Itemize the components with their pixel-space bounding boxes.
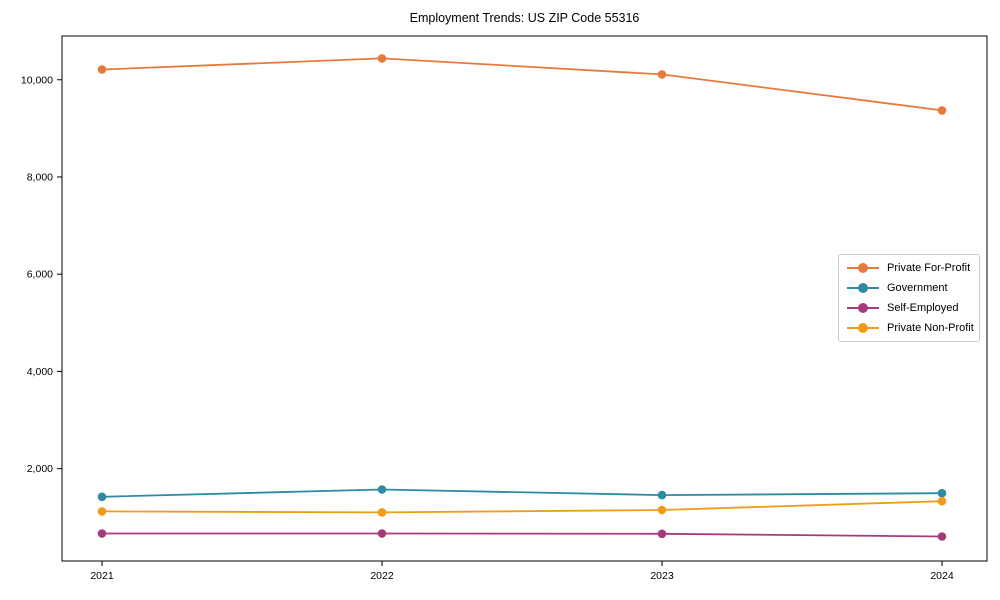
legend-dot xyxy=(858,303,868,313)
legend-marker-icon xyxy=(847,323,879,333)
data-point xyxy=(657,505,667,515)
x-tick-label: 2024 xyxy=(930,570,954,582)
legend-label: Government xyxy=(887,282,948,294)
data-point xyxy=(657,529,667,539)
chart-title: Employment Trends: US ZIP Code 55316 xyxy=(409,11,640,25)
y-tick-label: 10,000 xyxy=(21,74,53,86)
legend-label: Private Non-Profit xyxy=(887,322,974,334)
y-tick-label: 6,000 xyxy=(27,269,53,281)
data-point xyxy=(97,65,107,74)
data-point xyxy=(937,488,947,498)
data-point xyxy=(377,529,387,538)
legend-dot xyxy=(858,283,868,293)
y-tick-label: 2,000 xyxy=(27,463,53,475)
legend-item: Government xyxy=(845,282,973,294)
series-line-0 xyxy=(101,57,943,112)
data-point xyxy=(937,496,947,506)
legend-item: Private Non-Profit xyxy=(845,322,974,334)
x-tick-label: 2022 xyxy=(370,570,394,582)
legend-marker-icon xyxy=(847,263,879,273)
series-line-1 xyxy=(101,488,943,498)
legend-label: Self-Employed xyxy=(887,302,959,314)
data-point xyxy=(377,54,387,63)
data-point xyxy=(97,529,107,538)
data-point xyxy=(937,106,947,115)
y-tick-label: 4,000 xyxy=(27,366,53,378)
legend-dot xyxy=(858,323,868,333)
legend: Private For-Profit Government Self-Employe… xyxy=(838,254,980,342)
data-point xyxy=(97,507,107,516)
data-point xyxy=(657,490,667,500)
legend-label: Private For-Profit xyxy=(887,262,971,274)
legend-marker-icon xyxy=(847,283,879,293)
data-point xyxy=(377,508,387,517)
x-tick-label: 2023 xyxy=(650,570,674,582)
x-tick-label: 2021 xyxy=(90,570,114,582)
y-tick-label: 8,000 xyxy=(27,171,53,183)
legend-marker-icon xyxy=(847,303,879,313)
legend-item: Self-Employed xyxy=(845,302,973,314)
legend-dot xyxy=(858,263,868,273)
series-line-3 xyxy=(101,500,943,514)
data-point xyxy=(937,532,947,541)
legend-item: Private For-Profit xyxy=(845,262,973,274)
axes-frame xyxy=(61,35,988,562)
data-point xyxy=(377,485,387,494)
series-line-2 xyxy=(101,532,943,538)
data-point xyxy=(657,70,667,79)
data-point xyxy=(97,492,107,502)
